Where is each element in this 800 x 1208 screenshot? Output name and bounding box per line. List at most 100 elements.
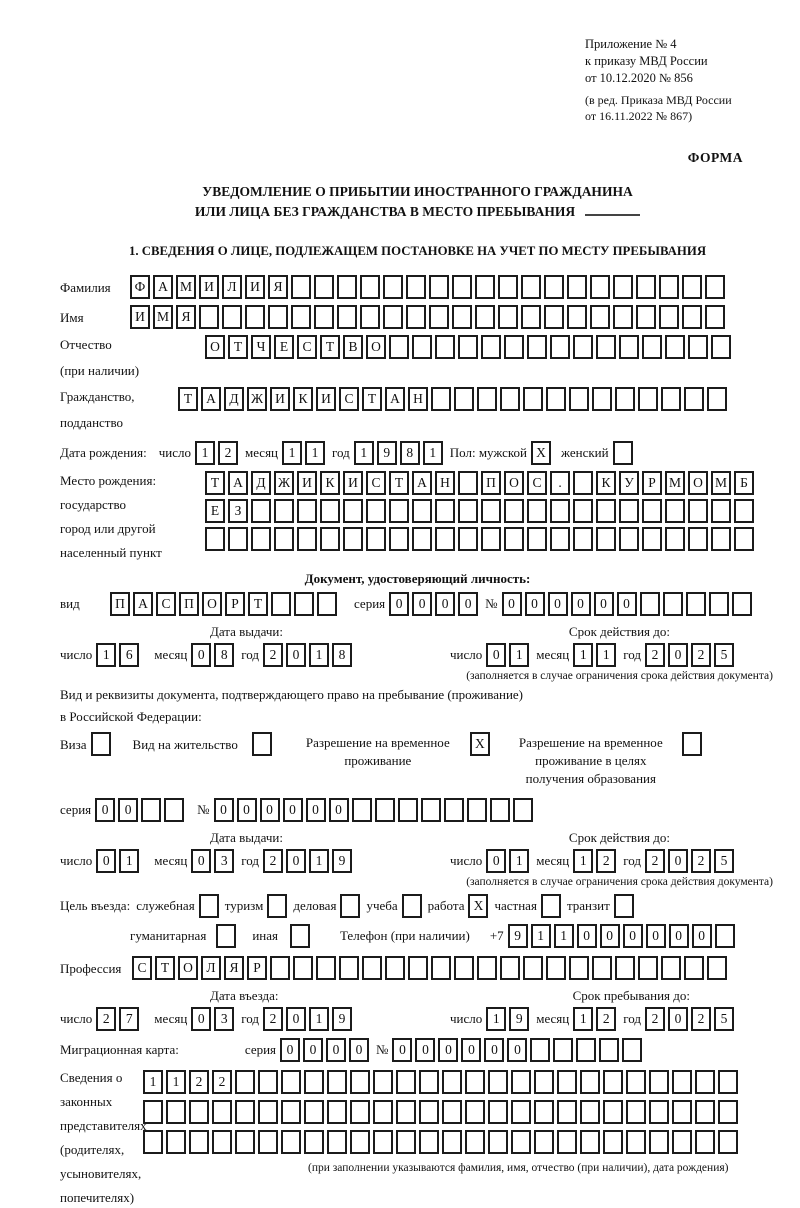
char-cell[interactable]: П <box>110 592 130 616</box>
char-cell[interactable] <box>521 275 541 299</box>
purpose-commercial-checkbox[interactable] <box>340 894 361 918</box>
char-cell[interactable]: 0 <box>461 1038 482 1062</box>
char-cell[interactable] <box>544 275 564 299</box>
char-cell[interactable]: 0 <box>118 798 139 822</box>
char-cell[interactable] <box>212 1100 232 1124</box>
char-cell[interactable]: И <box>343 471 363 495</box>
char-cell[interactable]: 2 <box>645 1007 665 1031</box>
char-cell[interactable]: 0 <box>501 592 522 616</box>
char-cell[interactable] <box>212 1130 232 1154</box>
char-cell[interactable] <box>500 956 520 980</box>
char-cell[interactable]: Т <box>205 471 225 495</box>
char-cell[interactable] <box>458 527 478 551</box>
char-cell[interactable]: 0 <box>389 592 410 616</box>
char-cell[interactable] <box>665 499 685 523</box>
purpose-work-checkbox[interactable]: X <box>468 894 489 918</box>
char-cell[interactable]: 1 <box>305 441 326 465</box>
char-cell[interactable]: М <box>153 305 173 329</box>
char-cell[interactable]: Т <box>228 335 248 359</box>
char-cell[interactable] <box>166 1100 186 1124</box>
char-cell[interactable] <box>164 798 185 822</box>
char-cell[interactable]: 0 <box>507 1038 528 1062</box>
char-cell[interactable] <box>521 305 541 329</box>
char-cell[interactable]: 8 <box>214 643 235 667</box>
char-cell[interactable]: О <box>366 335 386 359</box>
char-cell[interactable] <box>567 275 587 299</box>
char-cell[interactable]: 0 <box>286 849 307 873</box>
char-cell[interactable]: 0 <box>435 592 456 616</box>
char-cell[interactable]: З <box>228 499 248 523</box>
char-cell[interactable] <box>527 335 547 359</box>
char-cell[interactable] <box>235 1100 255 1124</box>
char-cell[interactable]: 2 <box>217 441 238 465</box>
char-cell[interactable]: 0 <box>668 1007 688 1031</box>
char-cell[interactable]: 6 <box>119 643 140 667</box>
char-cell[interactable] <box>695 1070 715 1094</box>
char-cell[interactable]: Ж <box>274 471 294 495</box>
char-cell[interactable] <box>343 527 363 551</box>
char-cell[interactable] <box>488 1130 508 1154</box>
char-cell[interactable]: Б <box>734 471 754 495</box>
char-cell[interactable] <box>412 499 432 523</box>
char-cell[interactable]: 0 <box>191 849 212 873</box>
char-cell[interactable]: 2 <box>645 849 665 873</box>
char-cell[interactable]: И <box>316 387 336 411</box>
char-cell[interactable] <box>281 1100 301 1124</box>
char-cell[interactable] <box>596 335 616 359</box>
char-cell[interactable] <box>314 275 334 299</box>
char-cell[interactable]: 0 <box>570 592 591 616</box>
char-cell[interactable] <box>504 499 524 523</box>
char-cell[interactable]: 2 <box>96 1007 117 1031</box>
char-cell[interactable] <box>659 305 679 329</box>
char-cell[interactable] <box>642 499 662 523</box>
temp-residence-checkbox[interactable]: X <box>469 732 490 756</box>
char-cell[interactable]: Е <box>274 335 294 359</box>
char-cell[interactable]: Т <box>320 335 340 359</box>
char-cell[interactable]: С <box>156 592 176 616</box>
char-cell[interactable]: 5 <box>714 1007 734 1031</box>
char-cell[interactable] <box>511 1100 531 1124</box>
char-cell[interactable]: А <box>133 592 153 616</box>
char-cell[interactable] <box>235 1070 255 1094</box>
char-cell[interactable]: 0 <box>280 1038 301 1062</box>
char-cell[interactable]: 0 <box>259 798 280 822</box>
char-cell[interactable]: Е <box>205 499 225 523</box>
char-cell[interactable] <box>350 1100 370 1124</box>
char-cell[interactable]: И <box>270 387 290 411</box>
char-cell[interactable] <box>189 1130 209 1154</box>
char-cell[interactable]: 0 <box>486 643 507 667</box>
char-cell[interactable]: 0 <box>191 1007 212 1031</box>
char-cell[interactable]: К <box>293 387 313 411</box>
char-cell[interactable] <box>504 335 524 359</box>
char-cell[interactable] <box>317 592 337 616</box>
char-cell[interactable] <box>350 1070 370 1094</box>
char-cell[interactable] <box>642 335 662 359</box>
char-cell[interactable] <box>688 499 708 523</box>
char-cell[interactable]: 2 <box>691 643 711 667</box>
char-cell[interactable]: 0 <box>286 643 307 667</box>
char-cell[interactable]: 1 <box>119 849 140 873</box>
char-cell[interactable]: 0 <box>303 1038 324 1062</box>
char-cell[interactable]: 1 <box>309 1007 330 1031</box>
char-cell[interactable]: 9 <box>376 441 397 465</box>
char-cell[interactable] <box>291 305 311 329</box>
char-cell[interactable] <box>619 527 639 551</box>
char-cell[interactable] <box>412 527 432 551</box>
char-cell[interactable] <box>366 499 386 523</box>
char-cell[interactable]: У <box>619 471 639 495</box>
char-cell[interactable]: С <box>339 387 359 411</box>
char-cell[interactable] <box>304 1070 324 1094</box>
char-cell[interactable] <box>638 387 658 411</box>
char-cell[interactable]: 0 <box>593 592 614 616</box>
char-cell[interactable] <box>649 1070 669 1094</box>
purpose-business-checkbox[interactable] <box>198 894 219 918</box>
char-cell[interactable] <box>688 335 708 359</box>
char-cell[interactable] <box>619 499 639 523</box>
char-cell[interactable] <box>511 1070 531 1094</box>
char-cell[interactable] <box>592 956 612 980</box>
char-cell[interactable] <box>573 335 593 359</box>
char-cell[interactable] <box>662 592 683 616</box>
char-cell[interactable] <box>389 335 409 359</box>
char-cell[interactable] <box>613 275 633 299</box>
char-cell[interactable] <box>270 956 290 980</box>
